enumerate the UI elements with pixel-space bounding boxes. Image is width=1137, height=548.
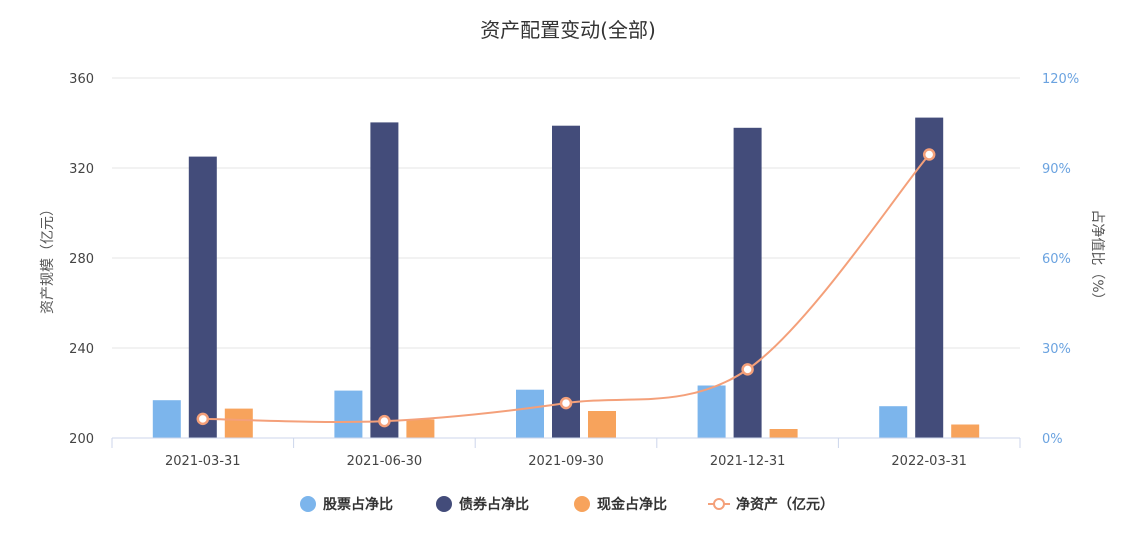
right-axis-label: 占净值比（%）	[1089, 209, 1105, 306]
bar	[334, 390, 363, 438]
legend-marker	[574, 496, 590, 512]
line-point	[196, 412, 210, 426]
left-tick-label: 320	[69, 162, 94, 177]
legend-label: 净资产（亿元）	[736, 496, 834, 513]
left-tick-label: 280	[69, 252, 94, 267]
bar	[733, 127, 762, 439]
right-tick-label: 90%	[1042, 162, 1071, 177]
x-tick-label: 2021-09-30	[528, 454, 604, 469]
bars	[152, 117, 980, 439]
right-axis-ticks: 0% 30% 60% 90% 120%	[1042, 72, 1079, 447]
line-point	[559, 396, 573, 410]
legend-line-marker	[713, 498, 725, 510]
bar	[697, 385, 726, 438]
bar	[224, 408, 253, 438]
legend-item: 债券占净比	[436, 496, 529, 513]
x-tick-label: 2022-03-31	[891, 454, 967, 469]
bar	[370, 122, 399, 439]
right-tick-label: 0%	[1042, 432, 1063, 447]
left-tick-label: 200	[69, 432, 94, 447]
line-point	[378, 414, 391, 428]
right-tick-label: 30%	[1042, 342, 1071, 357]
right-tick-label: 60%	[1042, 252, 1071, 267]
bar	[769, 429, 798, 438]
bar	[188, 156, 217, 438]
x-tick-label: 2021-12-31	[710, 454, 786, 469]
line-point	[922, 148, 936, 161]
bar	[516, 389, 544, 438]
net-asset-line	[196, 148, 936, 428]
bar	[915, 117, 944, 438]
left-axis-ticks: 200 240 280 320 360	[69, 72, 94, 447]
legend-label: 股票占净比	[323, 496, 393, 513]
bar	[951, 424, 980, 438]
bar	[406, 419, 435, 438]
chart-title: 资产配置变动(全部)	[480, 18, 656, 42]
bar	[152, 400, 181, 438]
legend: 股票占净比 债券占净比 现金占净比 净资产（亿元）	[300, 496, 834, 513]
right-tick-label: 120%	[1042, 72, 1079, 87]
left-axis-label: 资产规模（亿元）	[40, 202, 56, 314]
x-tick-label: 2021-03-31	[165, 454, 241, 469]
bar	[588, 411, 616, 438]
legend-item: 股票占净比	[300, 496, 393, 513]
legend-item: 净资产（亿元）	[708, 496, 834, 513]
left-tick-label: 240	[69, 342, 94, 357]
legend-label: 债券占净比	[459, 496, 529, 513]
bar	[879, 406, 908, 438]
legend-label: 现金占净比	[597, 496, 667, 513]
left-tick-label: 360	[69, 72, 94, 87]
legend-marker	[300, 496, 316, 512]
x-axis: 2021-03-31 2021-06-30 2021-09-30 2021-12-31…	[111, 437, 1021, 469]
line-point	[741, 363, 754, 376]
legend-marker	[436, 496, 452, 512]
line-path	[202, 153, 930, 423]
bar	[552, 125, 580, 438]
legend-item: 现金占净比	[574, 496, 667, 513]
x-tick-label: 2021-06-30	[347, 454, 423, 469]
